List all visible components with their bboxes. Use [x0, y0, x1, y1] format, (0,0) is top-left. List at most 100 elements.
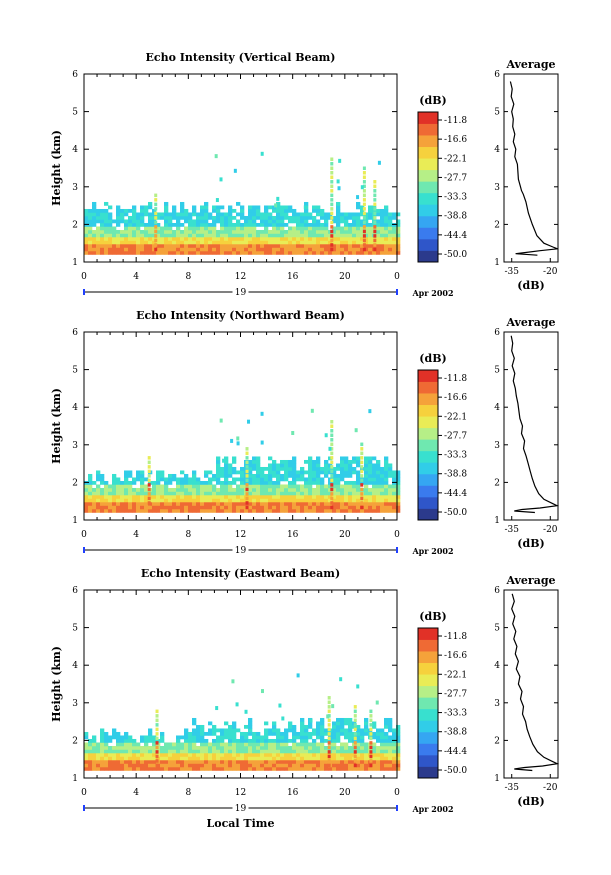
- echo-cell: [124, 247, 129, 252]
- echo-cell: [340, 459, 345, 464]
- echo-cell: [348, 763, 353, 768]
- echo-cell: [352, 501, 357, 506]
- plume-cell: [154, 247, 158, 252]
- echo-cell: [188, 243, 193, 248]
- profile-title: Average: [505, 574, 555, 587]
- scatter-cell: [236, 441, 240, 446]
- echo-cell: [244, 742, 249, 747]
- echo-cell: [148, 243, 153, 248]
- echo-cell: [316, 749, 321, 754]
- y-tick-label: 2: [72, 736, 78, 746]
- echo-cell: [252, 205, 257, 210]
- echo-cell: [256, 763, 261, 768]
- echo-cell: [152, 738, 157, 743]
- echo-cell: [196, 477, 201, 482]
- echo-cell: [384, 717, 389, 722]
- echo-cell: [96, 212, 101, 217]
- echo-cell: [200, 756, 205, 761]
- echo-cell: [364, 473, 369, 478]
- scatter-cell: [244, 709, 248, 714]
- echo-cell: [160, 759, 165, 764]
- echo-cell: [360, 466, 365, 471]
- echo-cell: [308, 494, 313, 499]
- echo-cell: [240, 477, 245, 482]
- echo-cell: [292, 463, 297, 468]
- echo-cell: [300, 487, 305, 492]
- echo-cell: [208, 749, 213, 754]
- echo-cell: [96, 498, 101, 503]
- echo-cell: [116, 735, 121, 740]
- echo-cell: [196, 243, 201, 248]
- echo-cell: [192, 721, 197, 726]
- echo-cell: [280, 236, 285, 241]
- plume-cell: [330, 492, 334, 496]
- echo-cell: [252, 501, 257, 506]
- colorbar-swatch: [418, 685, 438, 698]
- echo-cell: [176, 236, 181, 241]
- echo-cell: [112, 731, 117, 736]
- echo-cell: [264, 763, 269, 768]
- echo-cell: [304, 731, 309, 736]
- echo-cell: [88, 766, 93, 771]
- echo-cell: [320, 721, 325, 726]
- echo-cell: [380, 250, 385, 255]
- echo-cell: [192, 226, 197, 231]
- echo-cell: [292, 466, 297, 471]
- echo-cell: [292, 208, 297, 213]
- echo-cell: [144, 240, 149, 245]
- echo-cell: [124, 470, 129, 475]
- echo-cell: [360, 749, 365, 754]
- echo-cell: [156, 233, 161, 238]
- echo-cell: [124, 487, 129, 492]
- echo-cell: [260, 494, 265, 499]
- echo-cell: [232, 229, 237, 234]
- plume-cell: [330, 189, 334, 193]
- echo-cell: [292, 212, 297, 217]
- echo-cell: [288, 749, 293, 754]
- echo-cell: [88, 501, 93, 506]
- echo-cell: [136, 505, 141, 510]
- echo-cell: [124, 222, 129, 227]
- plume-cell: [330, 456, 334, 460]
- echo-cell: [168, 222, 173, 227]
- echo-cell: [132, 508, 137, 513]
- echo-cell: [284, 498, 289, 503]
- echo-cell: [284, 229, 289, 234]
- echo-cell: [152, 487, 157, 492]
- echo-cell: [396, 766, 401, 771]
- echo-cell: [140, 473, 145, 478]
- echo-cell: [228, 759, 233, 764]
- echo-cell: [256, 480, 261, 485]
- echo-cell: [388, 766, 393, 771]
- echo-cell: [220, 484, 225, 489]
- echo-cell: [292, 484, 297, 489]
- echo-cell: [372, 498, 377, 503]
- echo-cell: [344, 229, 349, 234]
- echo-cell: [240, 240, 245, 245]
- plume-cell: [245, 460, 249, 465]
- echo-cell: [320, 487, 325, 492]
- echo-cell: [356, 212, 361, 217]
- echo-cell: [104, 742, 109, 747]
- echo-cell: [92, 508, 97, 513]
- echo-cell: [196, 501, 201, 506]
- echo-cell: [340, 463, 345, 468]
- echo-cell: [176, 487, 181, 492]
- echo-cell: [216, 470, 221, 475]
- echo-cell: [280, 477, 285, 482]
- echo-cell: [396, 763, 401, 768]
- echo-cell: [340, 745, 345, 750]
- echo-cell: [380, 738, 385, 743]
- plume-cell: [147, 492, 151, 496]
- echo-cell: [332, 229, 337, 234]
- echo-cell: [212, 763, 217, 768]
- echo-cell: [208, 215, 213, 220]
- echo-cell: [220, 236, 225, 241]
- echo-cell: [176, 766, 181, 771]
- echo-cell: [216, 219, 221, 224]
- echo-cell: [240, 229, 245, 234]
- echo-cell: [172, 215, 177, 220]
- y-axis-label: Height (km): [50, 646, 63, 722]
- echo-cell: [332, 756, 337, 761]
- echo-cell: [332, 484, 337, 489]
